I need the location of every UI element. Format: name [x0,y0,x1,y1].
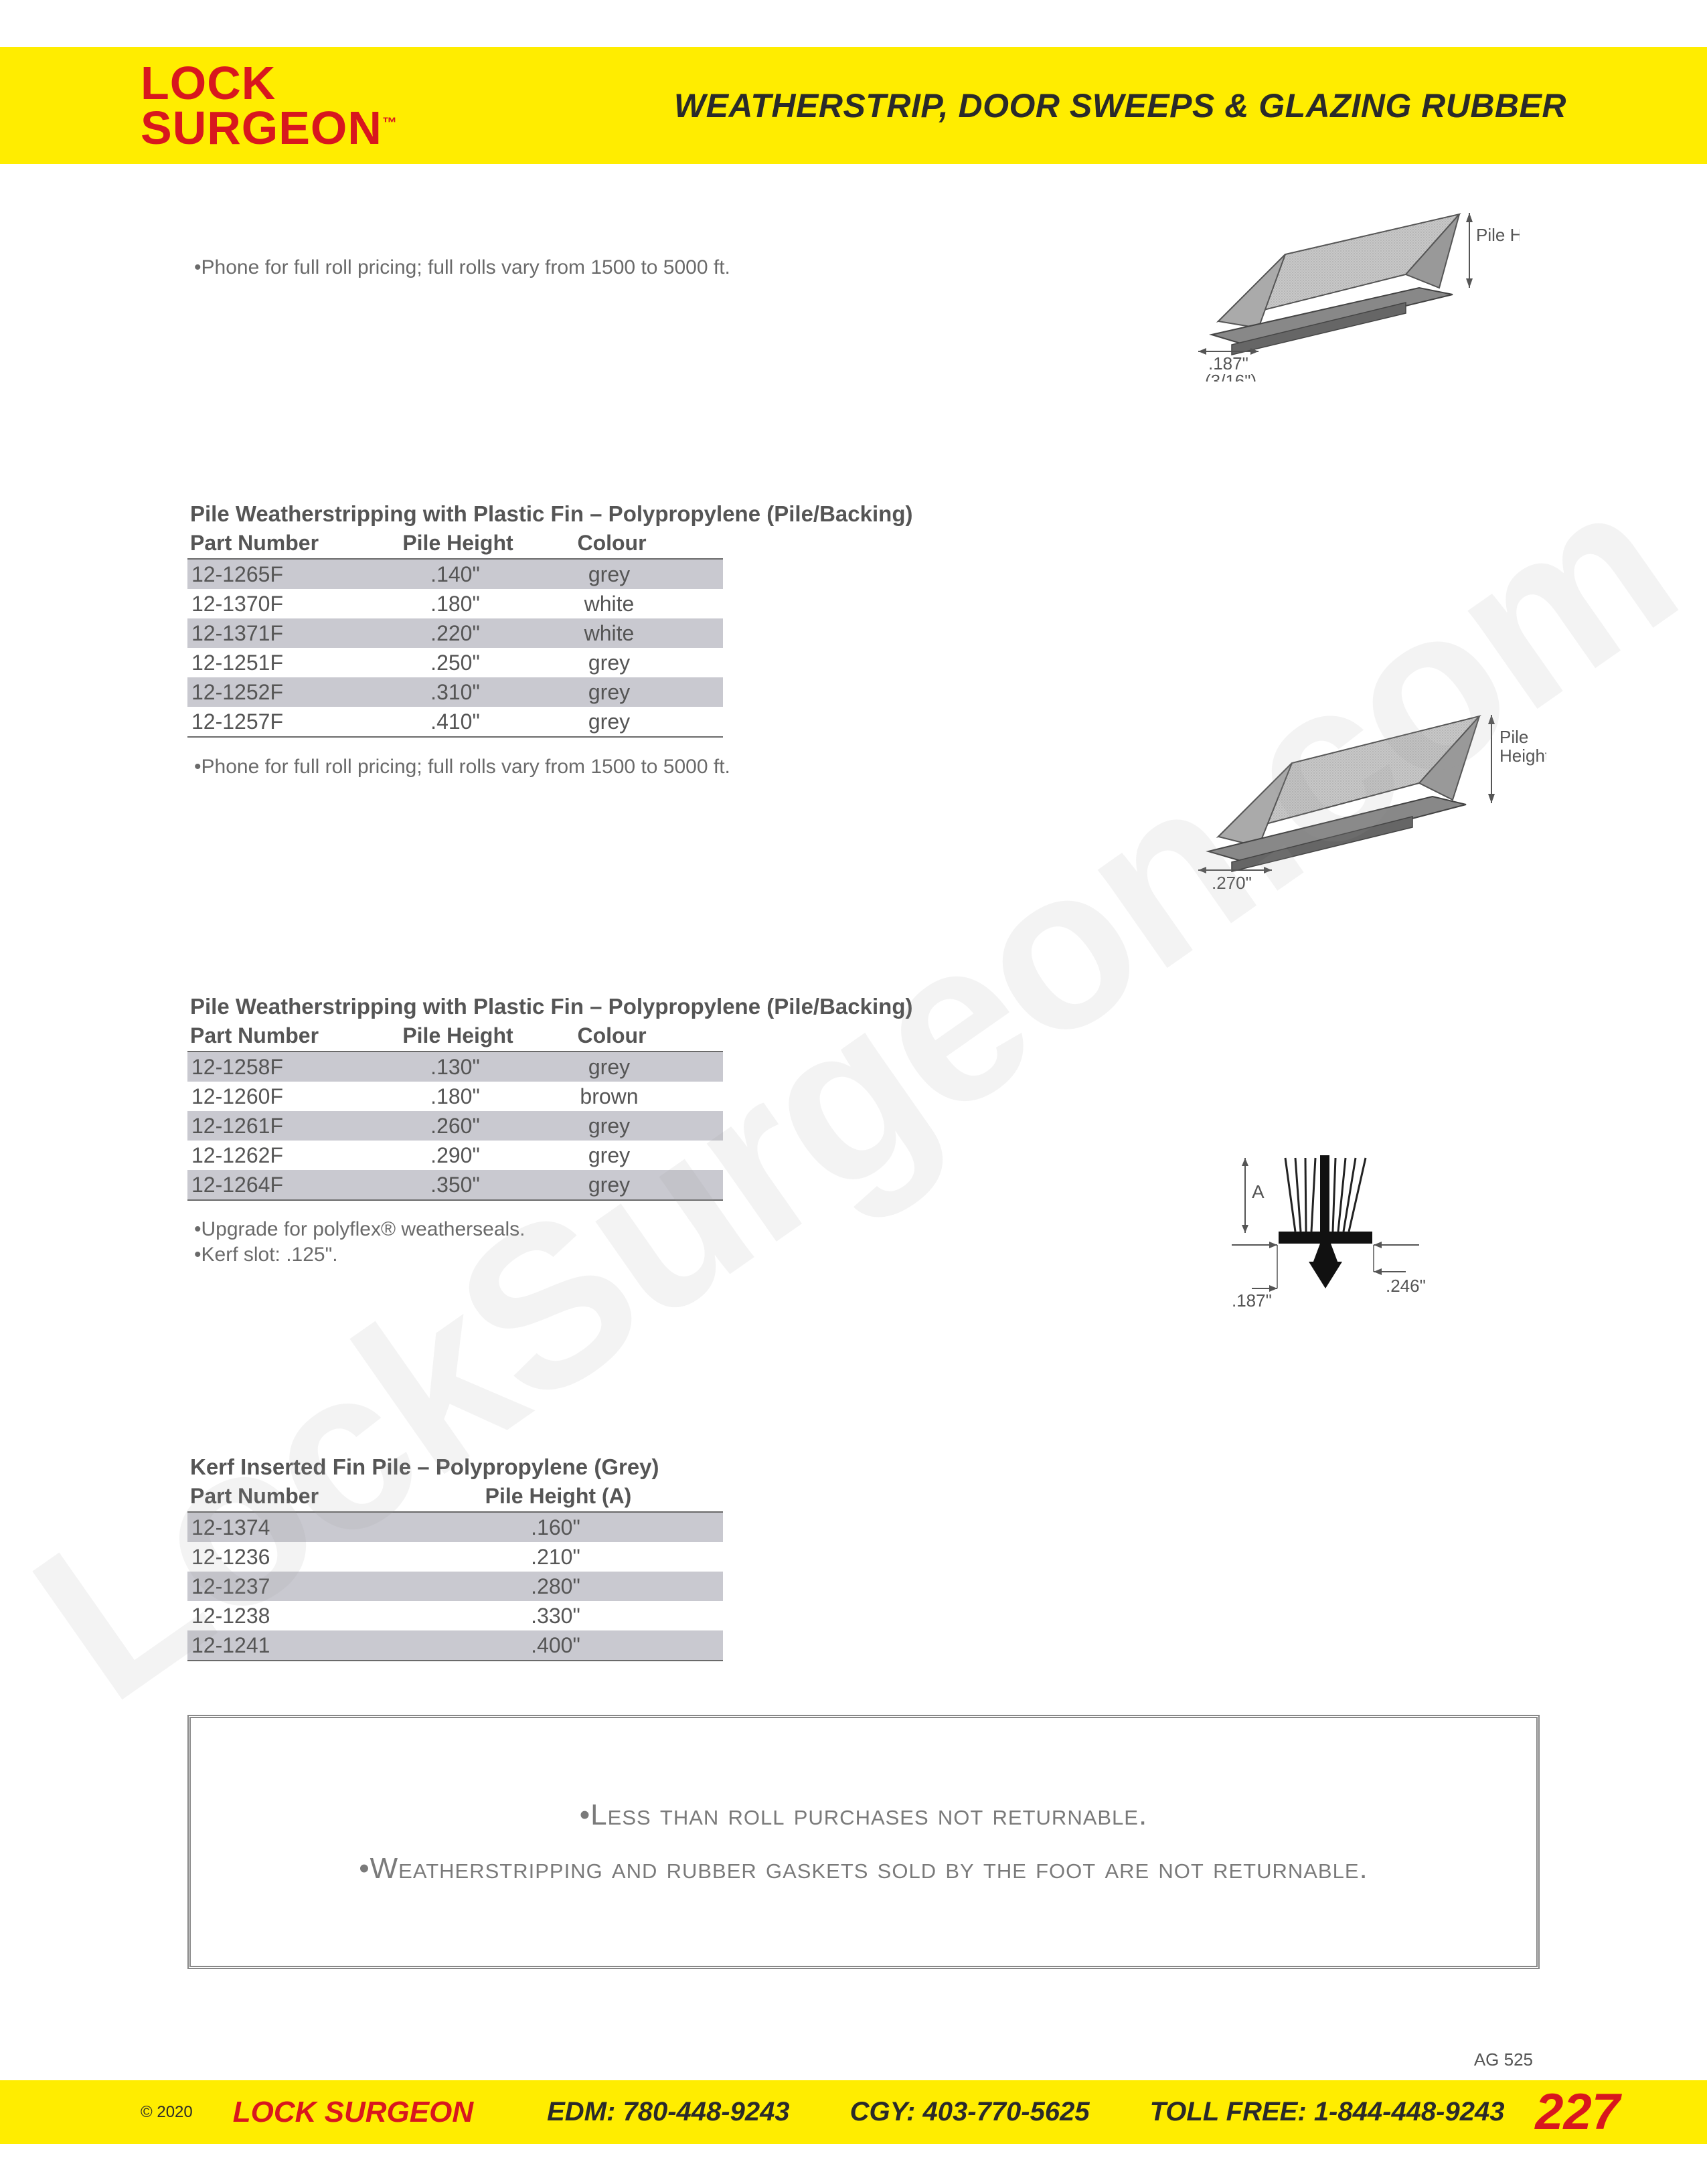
svg-text:(3/16"): (3/16") [1205,371,1256,382]
table-row: 12-1374.160" [187,1513,723,1542]
diagram-kerf: A .187" .246" [1205,1151,1446,1325]
svg-text:Height: Height [1499,746,1546,766]
section1-table: 12-1265F.140"grey12-1370F.180"white12-13… [187,558,723,738]
footer-brand: LOCK SURGEON [233,2096,473,2129]
table-row: 12-1264F.350"grey [187,1170,723,1199]
page-number: 227 [1535,2083,1620,2141]
ag-code: AG 525 [1474,2049,1533,2070]
table-row: 12-1252F.310"grey [187,677,723,707]
section2-title: Pile Weatherstripping with Plastic Fin –… [190,994,1540,1019]
copyright: © 2020 [141,2103,193,2122]
header-bar: LOCK SURGEON™ WEATHERSTRIP, DOOR SWEEPS … [0,47,1707,164]
cgy-phone: CGY: 403-770-5625 [850,2097,1090,2127]
table-row: 12-1258F.130"grey [187,1052,723,1082]
table-row: 12-1237.280" [187,1572,723,1601]
table-row: 12-1236.210" [187,1542,723,1572]
logo: LOCK SURGEON™ [141,61,398,150]
section2-headers: Part Number Pile Height Colour [190,1023,1540,1048]
table-row: 12-1241.400" [187,1630,723,1660]
logo-top: LOCK [141,61,398,106]
section1-headers: Part Number Pile Height Colour [190,531,1540,556]
table-row: 12-1260F.180"brown [187,1082,723,1111]
svg-text:.270": .270" [1212,873,1252,893]
svg-text:Pile: Pile [1499,727,1528,747]
notice-line2: •Weatherstripping and rubber gaskets sol… [231,1852,1496,1885]
table-row: 12-1262F.290"grey [187,1141,723,1170]
edm-phone: EDM: 780-448-9243 [547,2097,789,2127]
section2-table: 12-1258F.130"grey12-1260F.180"brown12-12… [187,1051,723,1201]
table-row: 12-1261F.260"grey [187,1111,723,1141]
table-row: 12-1238.330" [187,1601,723,1630]
notice-line1: •Less than roll purchases not returnable… [231,1798,1496,1832]
table-row: 12-1251F.250"grey [187,648,723,677]
tollfree-phone: TOLL FREE: 1-844-448-9243 [1150,2097,1505,2127]
svg-text:Pile Height: Pile Height [1476,225,1520,245]
footer-bar: © 2020 LOCK SURGEON EDM: 780-448-9243 CG… [0,2080,1707,2144]
table-row: 12-1265F.140"grey [187,560,723,589]
section3-table: 12-1374.160"12-1236.210"12-1237.280"12-1… [187,1511,723,1661]
table-row: 12-1257F.410"grey [187,707,723,736]
logo-bottom: SURGEON™ [141,106,398,151]
svg-text:.187": .187" [1232,1290,1272,1311]
section3-headers: Part Number Pile Height (A) [190,1484,1540,1509]
table-row: 12-1370F.180"white [187,589,723,618]
svg-text:A: A [1252,1181,1265,1202]
page-title: WEATHERSTRIP, DOOR SWEEPS & GLAZING RUBB… [674,86,1566,125]
table-row: 12-1371F.220"white [187,618,723,648]
diagram-pile-270: .270" Pile Height [1171,703,1546,904]
notice-box: •Less than roll purchases not returnable… [187,1715,1540,1969]
svg-text:.246": .246" [1386,1276,1426,1296]
section3-title: Kerf Inserted Fin Pile – Polypropylene (… [190,1454,1540,1480]
section1-title: Pile Weatherstripping with Plastic Fin –… [190,501,1540,527]
diagram-pile-187: .187" (3/16") Pile Height [1171,194,1520,382]
content: •Phone for full roll pricing; full rolls… [187,214,1540,1969]
